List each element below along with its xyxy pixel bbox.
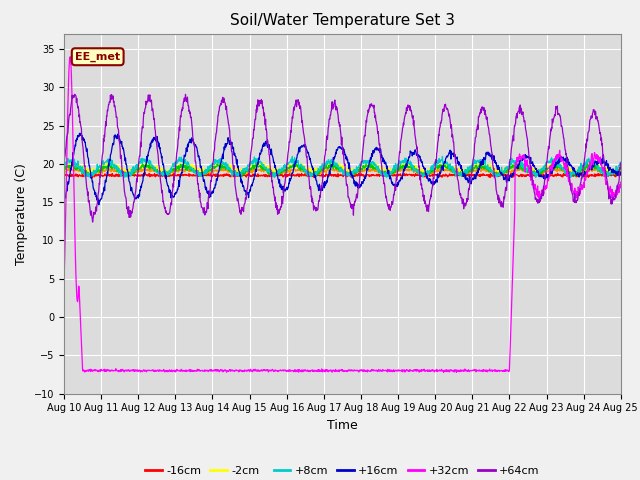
+16cm [552, 162, 559, 168]
X-axis label: Time: Time [327, 419, 358, 432]
-16cm [185, 173, 193, 179]
+2cm [552, 164, 559, 170]
-16cm [552, 171, 559, 177]
-2cm [66, 158, 74, 164]
Line: -16cm: -16cm [64, 172, 621, 178]
Line: +8cm: +8cm [64, 156, 621, 178]
-16cm [502, 172, 510, 178]
+8cm [184, 159, 191, 165]
+8cm [566, 175, 574, 180]
+2cm [246, 167, 254, 173]
+8cm [429, 164, 436, 169]
+64cm [617, 160, 625, 166]
-2cm [429, 167, 437, 173]
Line: -2cm: -2cm [64, 161, 621, 174]
+32cm [429, 367, 437, 373]
+64cm [89, 219, 97, 225]
-2cm [246, 167, 254, 172]
+64cm [60, 167, 68, 173]
+2cm [366, 160, 374, 166]
+64cm [247, 149, 255, 155]
-16cm [247, 172, 255, 178]
-8cm [246, 168, 254, 174]
+32cm [60, 279, 68, 285]
+16cm [95, 202, 102, 208]
+64cm [502, 188, 510, 193]
-8cm [552, 168, 559, 173]
+8cm [502, 165, 509, 170]
+32cm [171, 367, 179, 373]
+2cm [238, 174, 246, 180]
Text: EE_met: EE_met [75, 51, 120, 62]
+16cm [77, 130, 85, 136]
+64cm [185, 103, 193, 109]
-8cm [348, 172, 356, 178]
Line: +64cm: +64cm [64, 94, 621, 222]
-16cm [617, 172, 625, 178]
Line: +32cm: +32cm [64, 57, 621, 372]
+8cm [438, 154, 446, 159]
Line: +16cm: +16cm [64, 133, 621, 205]
+8cm [170, 163, 178, 169]
-8cm [429, 169, 437, 175]
+32cm [184, 368, 192, 373]
-8cm [170, 168, 178, 174]
+32cm [452, 370, 460, 375]
-16cm [429, 171, 437, 177]
+64cm [429, 175, 437, 181]
-2cm [570, 171, 578, 177]
-2cm [60, 168, 68, 173]
-16cm [161, 175, 169, 180]
+16cm [172, 192, 179, 197]
Title: Soil/Water Temperature Set 3: Soil/Water Temperature Set 3 [230, 13, 455, 28]
+2cm [617, 165, 625, 171]
+2cm [60, 166, 68, 172]
Y-axis label: Temperature (C): Temperature (C) [15, 163, 28, 264]
+8cm [246, 162, 254, 168]
-2cm [171, 166, 179, 171]
+64cm [172, 171, 179, 177]
-8cm [479, 165, 486, 170]
+64cm [71, 91, 79, 97]
-2cm [617, 165, 625, 171]
+16cm [247, 183, 255, 189]
-2cm [184, 162, 192, 168]
-16cm [60, 172, 68, 178]
+32cm [617, 179, 625, 185]
+8cm [551, 158, 559, 164]
+16cm [502, 178, 510, 184]
+2cm [502, 169, 510, 175]
+2cm [429, 166, 437, 172]
+16cm [60, 197, 68, 203]
+16cm [185, 140, 193, 146]
Line: -8cm: -8cm [64, 168, 621, 175]
+32cm [502, 368, 510, 373]
-16cm [141, 169, 148, 175]
+16cm [617, 171, 625, 177]
+32cm [246, 367, 254, 372]
+8cm [60, 161, 68, 167]
+8cm [617, 164, 625, 169]
Legend: -16cm, -8cm, -2cm, +2cm, +8cm, +16cm, +32cm, +64cm: -16cm, -8cm, -2cm, +2cm, +8cm, +16cm, +3… [141, 462, 544, 480]
-8cm [60, 168, 68, 174]
+32cm [67, 54, 74, 60]
+16cm [429, 180, 437, 186]
-16cm [172, 172, 179, 178]
-8cm [184, 166, 191, 172]
+64cm [552, 111, 559, 117]
-8cm [502, 168, 510, 174]
+2cm [184, 164, 191, 169]
-2cm [502, 168, 509, 174]
Line: +2cm: +2cm [64, 163, 621, 177]
-2cm [551, 161, 559, 167]
-8cm [617, 169, 625, 175]
+32cm [552, 158, 559, 164]
+2cm [170, 167, 178, 173]
